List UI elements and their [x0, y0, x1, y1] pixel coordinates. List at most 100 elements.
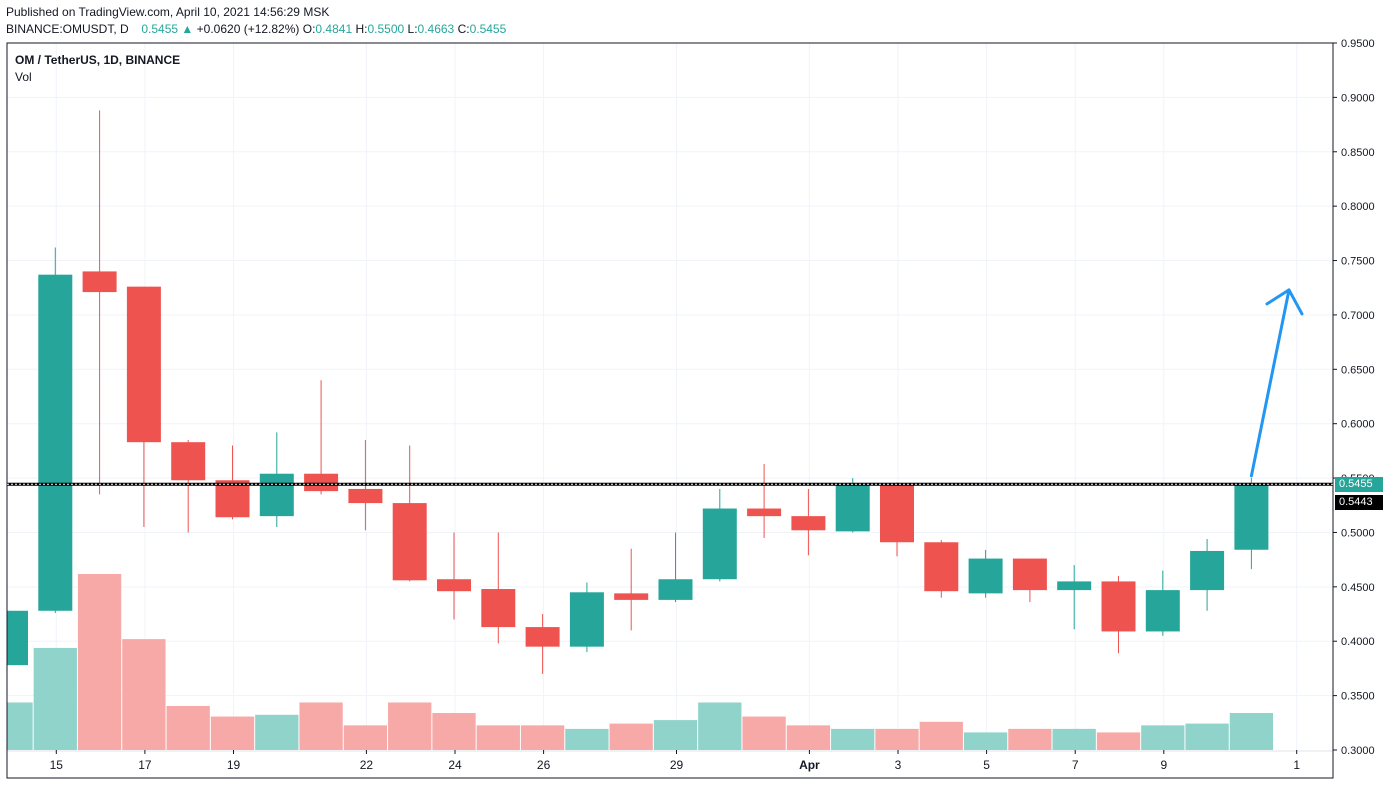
- x-tick-label: 15: [50, 758, 64, 772]
- y-tick-label: 0.4500: [1341, 582, 1375, 594]
- volume-bar: [343, 725, 388, 750]
- volume-bar: [77, 574, 122, 750]
- volume-bar: [831, 728, 875, 750]
- x-tick-label: 24: [448, 758, 462, 772]
- volume-bar: [7, 702, 33, 750]
- open-value: 0.4841: [315, 22, 353, 36]
- close-label: C:: [457, 22, 470, 36]
- candle-body: [614, 593, 649, 600]
- low-value: 0.4663: [417, 22, 455, 36]
- y-tick-label: 0.3000: [1341, 745, 1375, 757]
- volume-bar: [299, 702, 343, 750]
- x-tick-label: 5: [983, 758, 990, 772]
- volume-bar: [1008, 728, 1052, 750]
- y-tick-label: 0.4000: [1341, 636, 1375, 648]
- candles: [7, 110, 1269, 674]
- y-tick-label: 0.8000: [1341, 201, 1375, 213]
- y-tick-label: 0.9000: [1341, 92, 1375, 104]
- candle-body: [1012, 558, 1047, 591]
- candle-body: [38, 274, 73, 611]
- x-tick-label: 22: [360, 758, 374, 772]
- y-tick-label: 0.6500: [1341, 364, 1375, 376]
- volume-bar: [210, 716, 255, 750]
- candle-body: [481, 589, 516, 628]
- candle-body: [658, 579, 693, 600]
- candle-body: [171, 442, 206, 481]
- volume-bar: [520, 725, 565, 750]
- candle-body: [924, 542, 959, 592]
- volume-bar: [742, 716, 786, 750]
- candle-body: [437, 579, 471, 592]
- chart-legend-title: OM / TetherUS, 1D, BINANCE: [15, 53, 181, 67]
- y-tick-label: 0.7000: [1341, 310, 1375, 322]
- y-tick-label: 0.5000: [1341, 527, 1375, 539]
- volume-bar: [875, 728, 919, 750]
- candle-body: [968, 558, 1003, 594]
- volume-bars: [7, 574, 1274, 750]
- volume-bar: [565, 728, 609, 750]
- y-tick-label: 0.3500: [1341, 691, 1375, 703]
- volume-bar: [698, 702, 742, 750]
- candle-body: [82, 271, 117, 293]
- volume-bar: [388, 702, 432, 750]
- last-price: 0.5455: [141, 22, 179, 36]
- low-label: L:: [407, 22, 418, 36]
- volume-bar: [1229, 713, 1274, 750]
- volume-bar: [33, 647, 77, 750]
- candle-body: [1101, 581, 1136, 632]
- volume-bar: [1052, 728, 1096, 750]
- x-tick-label: 19: [227, 758, 241, 772]
- candle-body: [348, 488, 383, 504]
- y-tick-label: 0.8500: [1341, 147, 1375, 159]
- drawings: [7, 288, 1333, 486]
- candle-body: [1190, 550, 1225, 591]
- volume-bar: [786, 725, 831, 750]
- high-label: H:: [355, 22, 368, 36]
- x-tick-label: 1: [1293, 758, 1300, 772]
- axes: 0.9500 0.9000 0.8500 0.8000 0.7500 0.7000 0.65…: [6, 38, 1375, 779]
- x-tick-label: 29: [670, 758, 684, 772]
- y-tick-label: 0.9500: [1341, 38, 1375, 50]
- candle-body: [791, 516, 826, 531]
- symbol-label: BINANCE:OMUSDT, D: [6, 22, 129, 36]
- published-note: Published on TradingView.com, April 10, …: [6, 5, 330, 19]
- symbol-summary: BINANCE:OMUSDT, D 0.5455 ▲ +0.0620 (+12.…: [6, 22, 506, 36]
- volume-bar: [432, 713, 476, 750]
- x-tick-label: 7: [1072, 758, 1079, 772]
- up-arrow-icon: ▲: [181, 22, 194, 36]
- volume-bar: [476, 725, 520, 750]
- change-value: +0.0620 (+12.82%): [196, 22, 300, 36]
- x-tick-label: 17: [138, 758, 152, 772]
- chart-frame: [6, 42, 1334, 779]
- arrow-shaft: [1249, 288, 1291, 478]
- arrow-head-icon: [1265, 288, 1304, 316]
- candle-body: [1057, 581, 1092, 591]
- volume-bar: [166, 706, 210, 750]
- candle-body: [259, 473, 294, 517]
- candle-body: [392, 503, 427, 581]
- candle-body: [1145, 590, 1180, 632]
- volume-bar: [919, 721, 963, 750]
- volume-bar: [1096, 732, 1141, 750]
- candle-body: [569, 592, 604, 647]
- high-value: 0.5500: [367, 22, 405, 36]
- volume-bar: [1185, 723, 1229, 750]
- candle-body: [525, 627, 560, 647]
- candle-body: [304, 473, 339, 492]
- volume-bar: [609, 723, 653, 750]
- volume-bar: [1141, 725, 1185, 750]
- y-tick-label: 0.7500: [1341, 256, 1375, 268]
- line-price-tag: 0.5443: [1335, 495, 1383, 510]
- candle-body: [1234, 482, 1269, 550]
- last-price-tag: 0.5455: [1335, 477, 1383, 492]
- candle-body: [215, 480, 250, 518]
- open-label: O:: [302, 22, 316, 36]
- candle-body: [880, 484, 914, 543]
- x-tick-label: 9: [1160, 758, 1167, 772]
- candle-body: [702, 508, 737, 580]
- volume-bar: [963, 732, 1008, 750]
- volume-legend: Vol: [15, 70, 32, 84]
- volume-bar: [255, 714, 299, 750]
- close-value: 0.5455: [469, 22, 507, 36]
